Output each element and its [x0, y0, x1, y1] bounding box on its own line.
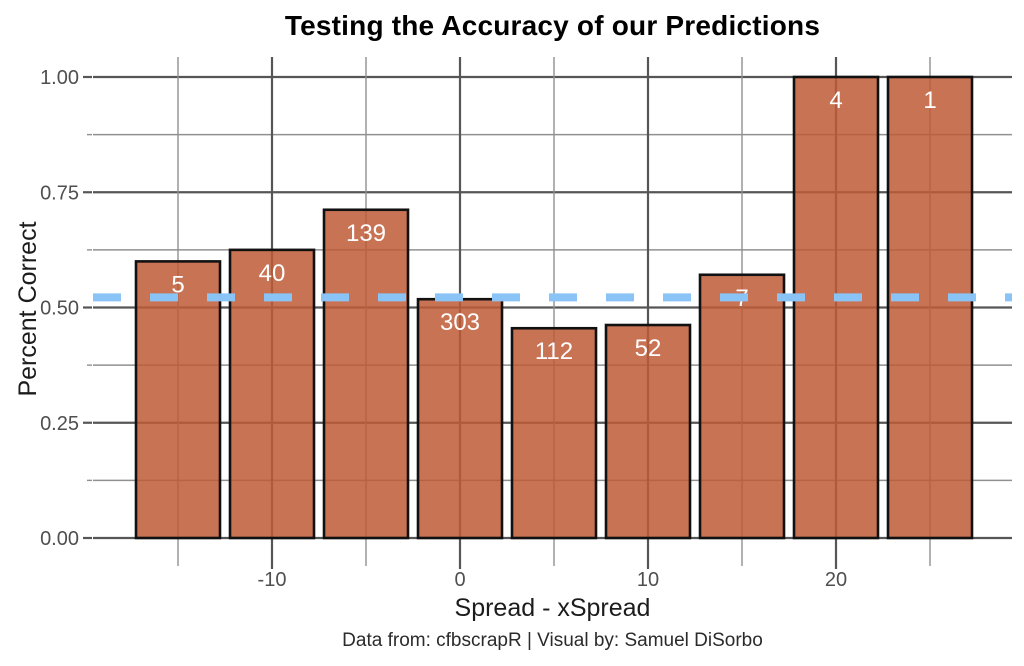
bar — [230, 249, 314, 538]
y-tick-label: 0.00 — [40, 528, 79, 550]
bar-outline — [228, 248, 316, 540]
bar — [324, 209, 408, 538]
bar-outline — [510, 326, 598, 540]
bar-count-label: 112 — [535, 338, 573, 365]
y-axis-title: Percent Correct — [14, 221, 42, 397]
y-tick-label: 0.50 — [40, 298, 79, 320]
bar-outline — [698, 273, 786, 540]
chart-title: Testing the Accuracy of our Predictions — [284, 10, 821, 41]
bar-count-label: 139 — [346, 220, 386, 247]
y-tick-label: 1.00 — [40, 67, 79, 89]
bar-count-label: 4 — [829, 87, 842, 114]
bar — [700, 274, 784, 538]
bar — [888, 77, 972, 538]
bar-count-label: 40 — [259, 260, 286, 287]
bar-count-label: 52 — [635, 335, 662, 362]
bar-outline — [322, 208, 410, 540]
bar-count-label: 303 — [440, 309, 480, 336]
x-tick-label: 0 — [454, 569, 465, 591]
bar — [794, 77, 878, 538]
bar-outline — [604, 323, 692, 540]
bar-outline — [792, 75, 880, 540]
chart-caption: Data from: cfbscrapR | Visual by: Samuel… — [342, 630, 763, 651]
y-tick-label: 0.75 — [40, 182, 79, 204]
x-tick-label: 20 — [825, 569, 847, 591]
bar — [136, 261, 220, 538]
bar — [512, 328, 596, 538]
bar-count-label: 1 — [923, 87, 936, 114]
bar — [418, 299, 502, 538]
bar-outline — [134, 260, 222, 540]
bar-outline — [886, 75, 974, 540]
bar-count-label: 5 — [171, 271, 184, 298]
x-tick-label: 10 — [637, 569, 659, 591]
x-tick-label: -10 — [258, 569, 287, 591]
x-axis-title: Spread - xSpread — [454, 594, 651, 622]
y-tick-label: 0.25 — [40, 413, 79, 435]
bar — [606, 325, 690, 538]
